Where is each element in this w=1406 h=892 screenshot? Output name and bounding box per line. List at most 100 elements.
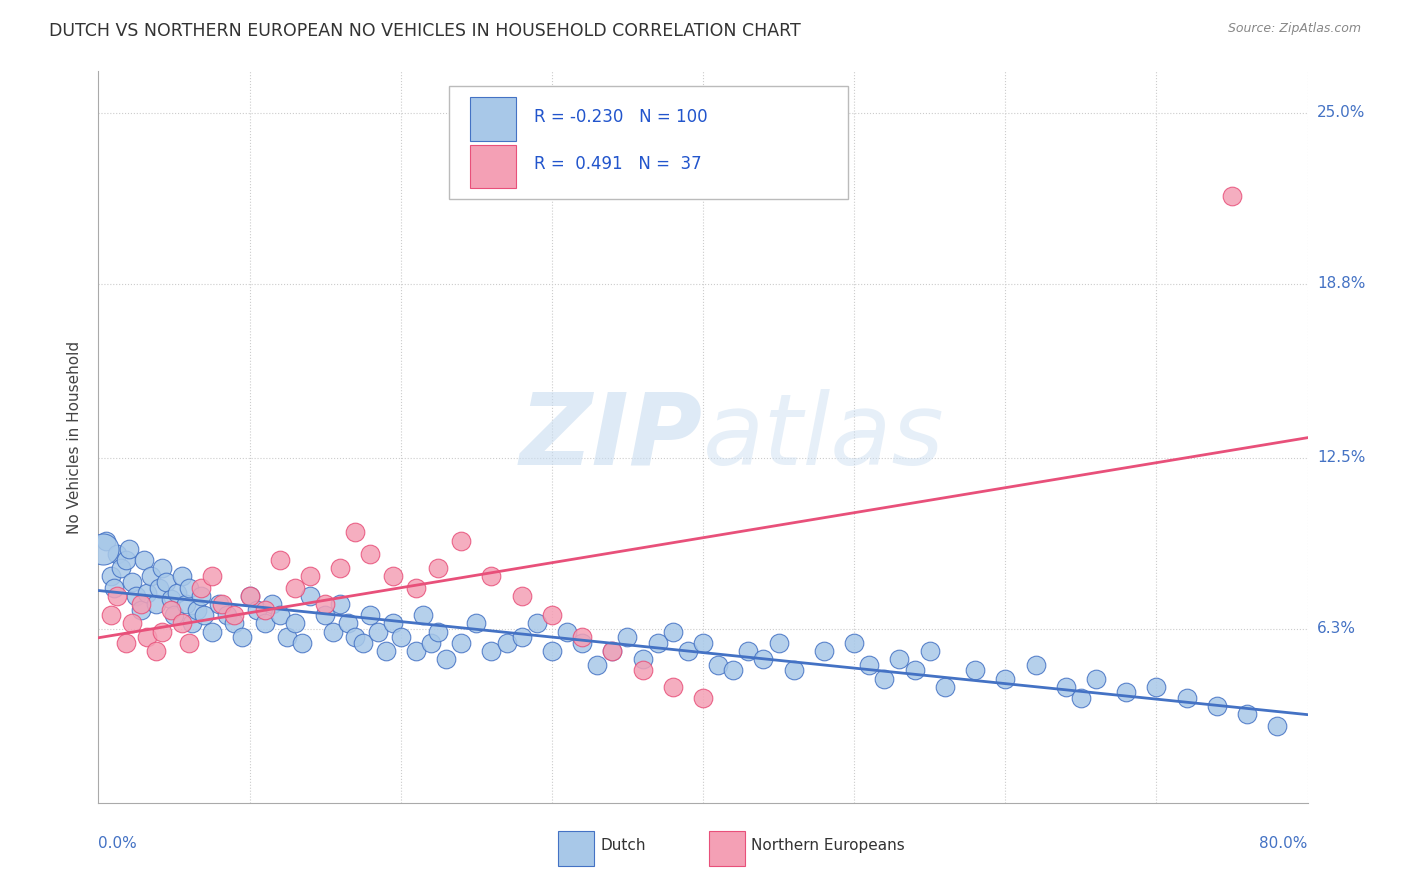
Point <box>276 630 298 644</box>
Point <box>540 608 562 623</box>
Point <box>314 597 336 611</box>
Text: 6.3%: 6.3% <box>1317 622 1357 636</box>
Point <box>208 597 231 611</box>
Point <box>450 636 472 650</box>
Point <box>526 616 548 631</box>
Point <box>382 569 405 583</box>
Point <box>110 561 132 575</box>
Text: R = -0.230   N = 100: R = -0.230 N = 100 <box>534 108 707 126</box>
Point <box>269 553 291 567</box>
Point <box>129 597 152 611</box>
Point <box>224 616 246 631</box>
Point <box>246 602 269 616</box>
Point <box>723 663 745 677</box>
Text: Dutch: Dutch <box>600 838 645 853</box>
Point <box>602 644 624 658</box>
Point <box>1085 672 1108 686</box>
Point <box>284 581 307 595</box>
Point <box>450 533 472 548</box>
Point <box>135 586 157 600</box>
Point <box>631 663 654 677</box>
Point <box>481 644 503 658</box>
Point <box>465 616 488 631</box>
Point <box>889 652 911 666</box>
Point <box>692 690 714 705</box>
Point <box>616 630 638 644</box>
FancyBboxPatch shape <box>470 145 516 188</box>
Point <box>231 630 253 644</box>
Point <box>121 574 143 589</box>
Point <box>813 644 835 658</box>
Point <box>179 581 201 595</box>
Y-axis label: No Vehicles in Household: No Vehicles in Household <box>67 341 83 533</box>
Point <box>510 630 533 644</box>
Point <box>1115 685 1137 699</box>
Point <box>215 608 238 623</box>
Point <box>602 644 624 658</box>
Point <box>707 657 730 672</box>
FancyBboxPatch shape <box>709 830 745 866</box>
Point <box>412 608 434 623</box>
Point <box>170 569 193 583</box>
Point <box>965 663 987 677</box>
Point <box>299 589 322 603</box>
Point <box>262 597 284 611</box>
Point <box>1206 699 1229 714</box>
Point <box>201 569 224 583</box>
Point <box>737 644 759 658</box>
Point <box>190 581 212 595</box>
Point <box>269 608 291 623</box>
Text: 25.0%: 25.0% <box>1317 105 1365 120</box>
Point <box>193 608 215 623</box>
Point <box>336 616 359 631</box>
Point <box>352 636 374 650</box>
Point <box>114 553 136 567</box>
Point <box>100 569 122 583</box>
Point <box>676 644 699 658</box>
Point <box>239 589 262 603</box>
Point <box>284 616 307 631</box>
Text: ZIP: ZIP <box>520 389 703 485</box>
Point <box>495 636 517 650</box>
Point <box>105 548 128 562</box>
Point <box>994 672 1017 686</box>
Point <box>1220 188 1243 202</box>
Point <box>329 561 352 575</box>
Point <box>253 602 276 616</box>
Point <box>145 644 167 658</box>
Point <box>1070 690 1092 705</box>
Point <box>170 616 193 631</box>
Point <box>91 541 114 556</box>
Point <box>103 581 125 595</box>
Point <box>1054 680 1077 694</box>
Text: Northern Europeans: Northern Europeans <box>751 838 905 853</box>
Point <box>129 602 152 616</box>
Point <box>125 589 148 603</box>
Point <box>420 636 443 650</box>
Point <box>692 636 714 650</box>
Point <box>434 652 457 666</box>
Point <box>160 591 183 606</box>
Point <box>253 616 276 631</box>
Point <box>145 597 167 611</box>
Point <box>389 630 412 644</box>
Point <box>405 581 427 595</box>
Point <box>148 581 170 595</box>
Point <box>873 672 896 686</box>
Point <box>160 602 183 616</box>
Point <box>114 636 136 650</box>
FancyBboxPatch shape <box>558 830 595 866</box>
Point <box>405 644 427 658</box>
Point <box>155 574 177 589</box>
Point <box>329 597 352 611</box>
Point <box>768 636 790 650</box>
Point <box>163 608 186 623</box>
Point <box>141 569 163 583</box>
Point <box>1144 680 1167 694</box>
Point <box>211 597 233 611</box>
Point <box>179 636 201 650</box>
Text: Source: ZipAtlas.com: Source: ZipAtlas.com <box>1227 22 1361 36</box>
Point <box>427 561 450 575</box>
Point <box>858 657 880 672</box>
Point <box>150 624 173 639</box>
